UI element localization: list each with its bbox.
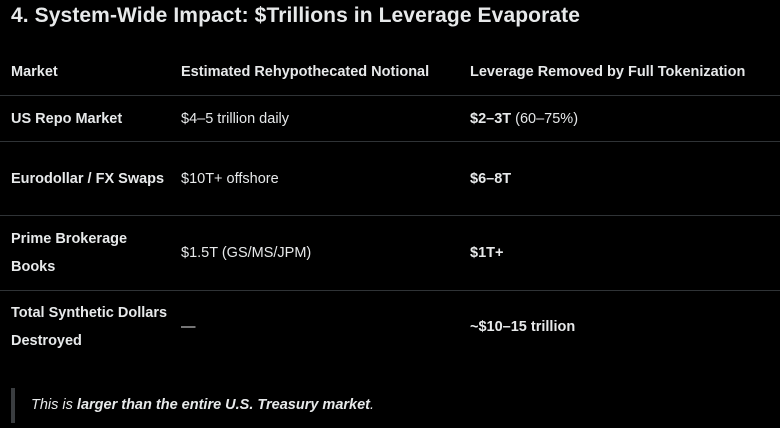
notional-cell: — — [170, 290, 459, 363]
column-header-market: Market — [11, 63, 58, 80]
table-row: US Repo Market $4–5 trillion daily $2–3T… — [0, 95, 780, 142]
quote-text-emphasis: larger than the entire U.S. Treasury mar… — [76, 397, 370, 413]
table-row: Prime Brokerage Books $1.5T (GS/MS/JPM) … — [0, 215, 780, 291]
table-header-row: Market Estimated Rehypothecated Notional… — [0, 48, 780, 96]
leverage-note: (60–75%) — [511, 110, 579, 127]
section-heading: 4. System-Wide Impact: $Trillions in Lev… — [11, 4, 581, 27]
market-cell: Eurodollar / FX Swaps — [0, 141, 170, 216]
leverage-amount: $6–8T — [470, 170, 512, 187]
leverage-amount: ~$10–15 trillion — [470, 319, 576, 335]
blockquote-callout: This is larger than the entire U.S. Trea… — [11, 388, 374, 423]
table-row: Total Synthetic Dollars Destroyed — ~$10… — [0, 290, 780, 363]
column-header-leverage: Leverage Removed by Full Tokenization — [470, 63, 746, 80]
quote-text-end: . — [370, 397, 375, 413]
leverage-cell: $6–8T — [459, 141, 780, 216]
notional-cell: $10T+ offshore — [170, 141, 459, 216]
market-cell: Total Synthetic Dollars Destroyed — [0, 290, 170, 363]
table-row: Eurodollar / FX Swaps $10T+ offshore $6–… — [0, 141, 780, 216]
market-cell: Prime Brokerage Books — [0, 215, 170, 291]
leverage-amount: $1T+ — [470, 245, 504, 261]
notional-cell: $4–5 trillion daily — [170, 95, 459, 142]
column-header-notional: Estimated Rehypothecated Notional — [181, 63, 430, 80]
leverage-cell: ~$10–15 trillion — [459, 290, 780, 363]
leverage-amount: $2–3T — [470, 110, 512, 127]
quote-text-start: This is — [31, 397, 77, 413]
impact-table: Market Estimated Rehypothecated Notional… — [0, 48, 780, 363]
leverage-cell: $2–3T (60–75%) — [459, 95, 780, 142]
market-cell: US Repo Market — [0, 95, 170, 142]
notional-cell: $1.5T (GS/MS/JPM) — [170, 215, 459, 291]
leverage-cell: $1T+ — [459, 215, 780, 291]
